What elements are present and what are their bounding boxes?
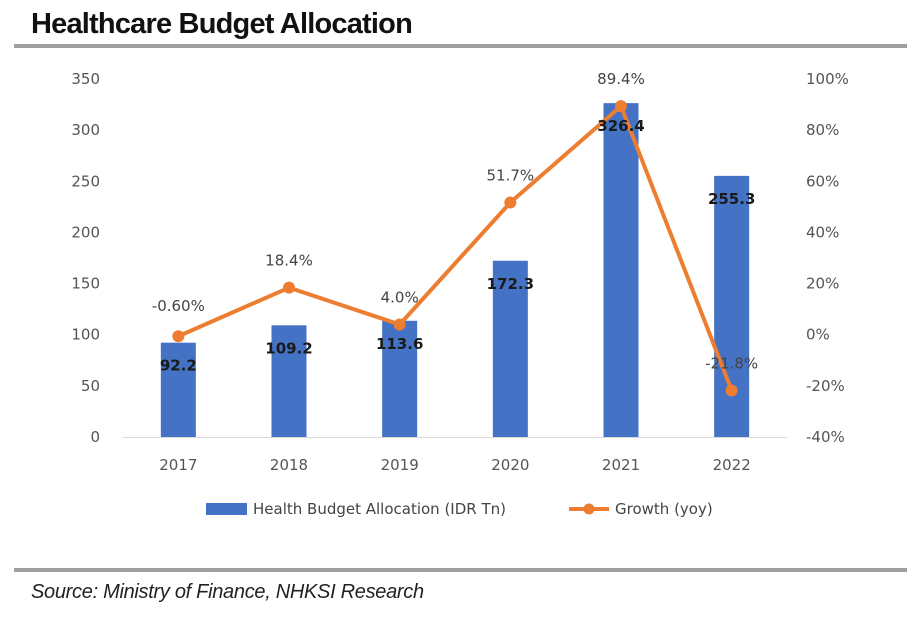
y-left-tick-label: 300 xyxy=(71,121,100,139)
x-tick-label: 2020 xyxy=(491,456,529,474)
growth-data-label: -21.8% xyxy=(705,354,758,372)
y-left-tick-label: 250 xyxy=(71,172,100,190)
x-tick-label: 2022 xyxy=(713,456,751,474)
bar-data-label: 109.2 xyxy=(265,339,312,357)
x-tick-label: 2018 xyxy=(270,456,308,474)
y-left-tick-label: 50 xyxy=(81,377,100,395)
bar-data-label: 172.3 xyxy=(487,275,534,293)
growth-point-2017 xyxy=(172,330,185,343)
bar-2017 xyxy=(160,342,196,437)
growth-point-2018 xyxy=(283,281,295,294)
legend-bar-swatch xyxy=(206,503,247,515)
y-right-tick-label: 80% xyxy=(806,121,839,139)
growth-data-label: 89.4% xyxy=(597,70,645,88)
growth-point-2021 xyxy=(615,100,627,113)
bar-data-label: 255.3 xyxy=(708,190,755,208)
y-left-tick-label: 150 xyxy=(71,275,100,293)
bar-data-label: 92.2 xyxy=(160,357,197,375)
top-divider xyxy=(14,44,907,48)
bar-2020 xyxy=(492,260,528,437)
bar-data-label: 113.6 xyxy=(376,335,423,353)
growth-data-label: 4.0% xyxy=(381,288,419,306)
legend-line-label: Growth (yoy) xyxy=(615,500,713,518)
x-tick-label: 2019 xyxy=(381,456,419,474)
growth-point-2019 xyxy=(393,318,406,331)
growth-line xyxy=(176,104,734,393)
bottom-divider xyxy=(14,568,907,572)
y-right-tick-label: 20% xyxy=(806,275,839,293)
growth-point-2020 xyxy=(504,196,517,209)
x-tick-label: 2021 xyxy=(602,456,640,474)
source-note: Source: Ministry of Finance, NHKSI Resea… xyxy=(31,581,424,603)
y-right-tick-label: -40% xyxy=(806,428,845,446)
bar-2019 xyxy=(382,320,418,437)
growth-data-label: -0.60% xyxy=(152,297,205,315)
y-right-tick-label: 40% xyxy=(806,223,839,241)
bar-2018 xyxy=(271,325,307,437)
y-right-tick-label: -20% xyxy=(806,377,845,395)
bar-data-label: 326.4 xyxy=(597,117,644,135)
bar-2022 xyxy=(714,175,750,438)
growth-point-2022 xyxy=(725,384,738,397)
legend-line-marker xyxy=(583,503,595,515)
y-left-tick-label: 200 xyxy=(71,223,100,241)
x-tick-label: 2017 xyxy=(159,456,197,474)
legend-bar-label: Health Budget Allocation (IDR Tn) xyxy=(253,500,506,518)
y-right-tick-label: 60% xyxy=(806,172,839,190)
chart-title: Healthcare Budget Allocation xyxy=(31,8,413,40)
y-left-tick-label: 0 xyxy=(90,428,100,446)
y-left-tick-label: 350 xyxy=(71,70,100,88)
growth-data-label: 18.4% xyxy=(265,252,313,270)
y-right-tick-label: 100% xyxy=(806,70,849,88)
y-right-tick-label: 0% xyxy=(806,326,830,344)
growth-data-label: 51.7% xyxy=(487,167,535,185)
chart-canvas: 0 50 100 150 200 250 300 350 -40% -20% 0% 20% 40% 60%… xyxy=(71,70,849,518)
bar-2021 xyxy=(603,103,639,437)
y-left-tick-label: 100 xyxy=(71,326,100,344)
